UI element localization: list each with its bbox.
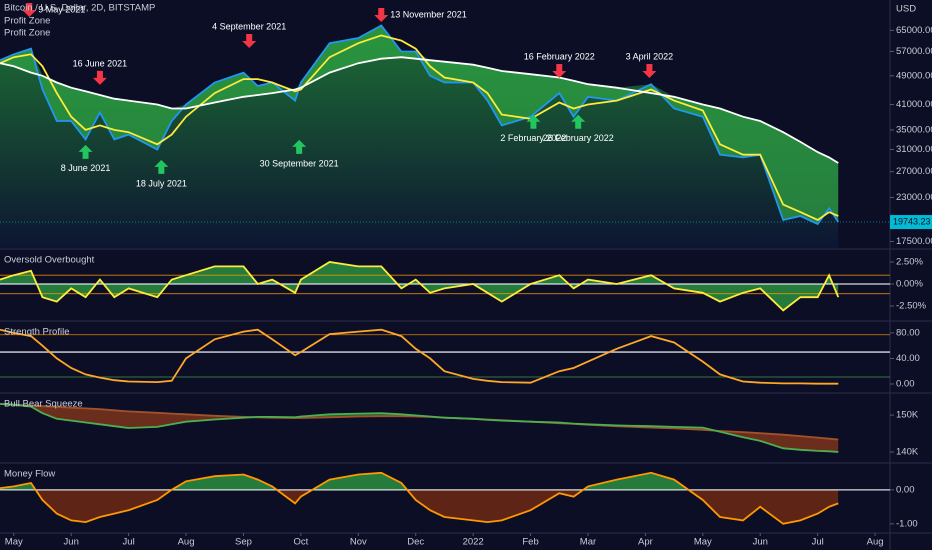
y-tick-label: 80.00	[896, 327, 920, 338]
series-line	[0, 403, 839, 453]
x-tick-label: Jul	[812, 537, 824, 548]
legend-entry: Profit Zone	[4, 16, 50, 27]
signal-label: 8 June 2021	[61, 163, 111, 173]
y-tick-label: 23000.00	[896, 192, 932, 203]
signal-label: 16 June 2021	[73, 58, 128, 68]
pane	[0, 403, 839, 453]
y-tick-label: 0.00	[896, 484, 915, 495]
last-price-box	[890, 215, 932, 230]
signal-arrow	[242, 33, 257, 48]
y-tick-label: 40.00	[896, 353, 920, 364]
signal-arrow	[78, 144, 93, 159]
y-tick-label: 27000.00	[896, 166, 932, 177]
y-tick-label: 31000.00	[896, 144, 932, 155]
signal-label: 13 November 2021	[390, 9, 467, 19]
x-tick-label: Apr	[638, 537, 653, 548]
signal-label: 9 May 2021	[38, 4, 85, 14]
price-axis	[890, 0, 932, 550]
y-tick-label: 140K	[896, 447, 919, 458]
x-tick-label: Jun	[64, 537, 79, 548]
signal-label: 30 September 2021	[260, 158, 339, 168]
pane-title: Bull Bear Squeeze	[4, 399, 83, 410]
y-tick-label: 65000.00	[896, 25, 932, 36]
series-line	[0, 471, 839, 525]
x-tick-label: Aug	[178, 537, 195, 548]
signal-label: 16 February 2022	[524, 51, 595, 61]
x-tick-label: Oct	[293, 537, 308, 548]
series-line	[0, 34, 839, 222]
x-tick-label: Nov	[350, 537, 367, 548]
x-tick-label: May	[694, 537, 712, 548]
fill-above	[0, 262, 839, 284]
signal-label: 2 February 2022	[500, 133, 566, 143]
x-tick-label: Feb	[522, 537, 538, 548]
y-tick-label: -1.00	[896, 518, 918, 529]
y-tick-label: 2.50%	[896, 256, 923, 267]
pane-title: Strength Profile	[4, 327, 69, 338]
y-tick-label: 35000.00	[896, 124, 932, 135]
x-tick-label: Jun	[753, 537, 768, 548]
pane-title: Oversold Overbought	[4, 255, 95, 266]
signal-arrow	[552, 63, 567, 78]
signal-label: 26 February 2022	[543, 133, 614, 143]
pane	[0, 471, 890, 525]
series-line	[0, 56, 839, 164]
y-tick-label: 49000.00	[896, 70, 932, 81]
x-tick-label: Dec	[407, 537, 424, 548]
signal-arrow	[374, 8, 389, 23]
y-tick-label: 0.00	[896, 379, 915, 390]
signal-arrow	[154, 159, 169, 174]
x-tick-label: Mar	[580, 537, 596, 548]
signal-arrow	[92, 70, 107, 85]
y-tick-label: 0.00%	[896, 279, 923, 290]
signal-arrow	[571, 114, 586, 129]
fill-below	[0, 489, 839, 524]
signal-arrow	[642, 63, 657, 78]
y-tick-label: -2.50%	[896, 301, 927, 312]
x-tick-label: May	[5, 537, 23, 548]
pane	[0, 261, 890, 312]
pane	[0, 328, 890, 385]
y-tick-label: 41000.00	[896, 99, 932, 110]
fill-above	[0, 472, 839, 490]
series-line	[0, 24, 840, 226]
x-tick-label: Jul	[123, 537, 135, 548]
fill-below	[0, 57, 839, 224]
x-tick-label: 2022	[463, 537, 484, 548]
pane-title: Money Flow	[4, 469, 55, 480]
signal-label: 4 September 2021	[212, 21, 286, 31]
series-line	[0, 328, 839, 385]
y-tick-label: 57000.00	[896, 46, 932, 57]
last-price-label: 19743.23	[893, 216, 931, 226]
signal-label: 3 April 2022	[626, 51, 674, 61]
x-tick-label: Sep	[235, 537, 252, 548]
legend-entry: Profit Zone	[4, 28, 50, 39]
signal-arrow	[22, 3, 37, 18]
series-line	[0, 261, 840, 312]
currency: USD	[896, 4, 916, 15]
symbol-title: Bitcoin / U.S. Dollar, 2D, BITSTAMP	[4, 3, 155, 14]
signal-arrow	[526, 114, 541, 129]
pane: 9 May 2021 16 June 2021 8 June 2021 18 July…	[0, 3, 840, 248]
area-fill	[0, 25, 839, 248]
y-tick-label: 17500.00	[896, 236, 932, 247]
signal-label: 18 July 2021	[136, 178, 187, 188]
y-tick-label: 150K	[896, 410, 919, 421]
x-tick-label: Aug	[867, 537, 884, 548]
signal-arrow	[292, 139, 307, 154]
